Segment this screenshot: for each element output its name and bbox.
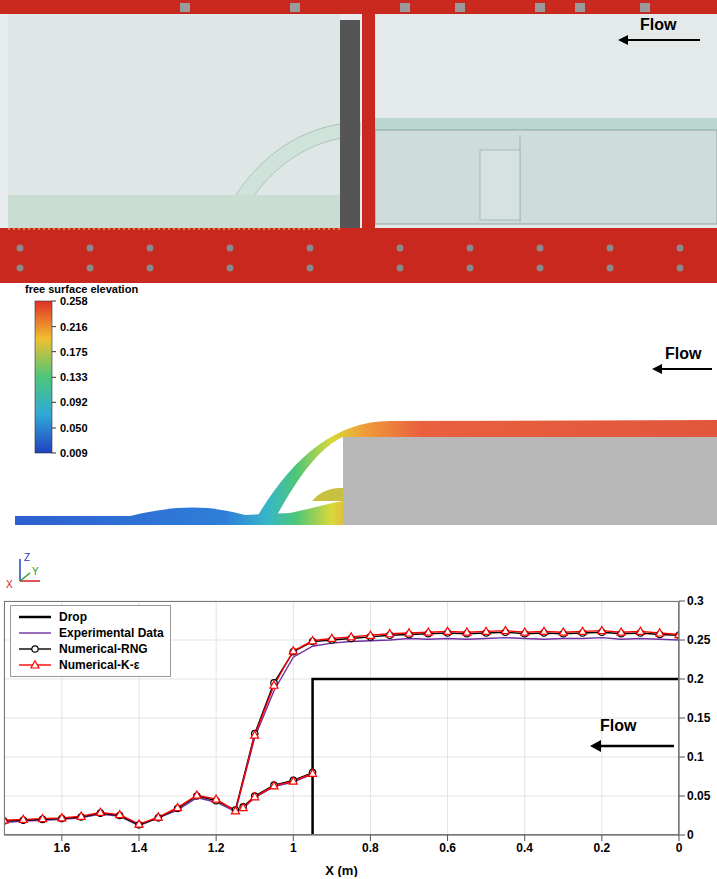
svg-text:0: 0 [676,841,683,855]
svg-text:0: 0 [687,828,694,842]
svg-text:0.1: 0.1 [687,750,704,764]
svg-text:X: X [6,579,13,590]
svg-text:0.2: 0.2 [687,672,704,686]
svg-text:Flow: Flow [665,345,702,362]
svg-text:X (m): X (m) [325,863,358,877]
svg-text:0.3: 0.3 [687,595,704,608]
svg-text:0.092: 0.092 [60,396,88,408]
svg-text:0.6: 0.6 [439,841,456,855]
svg-text:Z: Z [24,552,30,563]
svg-text:Y: Y [32,566,39,577]
svg-text:free surface elevation: free surface elevation [25,283,138,295]
html-text:Drop: Drop [59,610,87,624]
svg-text:1: 1 [290,841,297,855]
svg-text:0.133: 0.133 [60,371,88,383]
html-text:Flow: Flow [600,717,637,734]
svg-text:0.216: 0.216 [60,321,88,333]
svg-text:1.4: 1.4 [131,841,148,855]
svg-text:0.2: 0.2 [594,841,611,855]
svg-text:0.009: 0.009 [60,447,88,459]
svg-text:0.050: 0.050 [60,422,88,434]
svg-text:0.4: 0.4 [516,841,533,855]
svg-text:1.2: 1.2 [208,841,225,855]
html-text:Numerical-RNG: Numerical-RNG [59,642,148,656]
svg-text:0.25: 0.25 [687,633,711,647]
svg-text:0.258: 0.258 [60,295,88,307]
svg-text:1.6: 1.6 [54,841,71,855]
svg-text:0.05: 0.05 [687,789,711,803]
svg-text:0.8: 0.8 [362,841,379,855]
html-text:Numerical-K-ε: Numerical-K-ε [59,658,140,672]
html-text:Experimental Data: Experimental Data [59,626,164,640]
svg-text:0.175: 0.175 [60,346,88,358]
svg-text:Flow: Flow [640,16,677,33]
svg-text:0.15: 0.15 [687,711,711,725]
